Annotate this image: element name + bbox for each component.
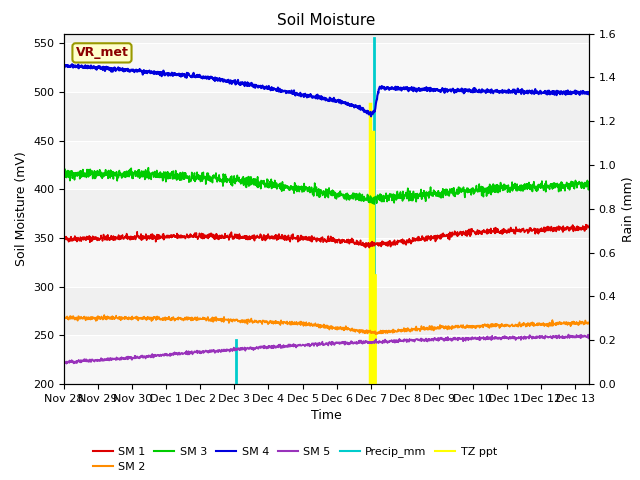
- SM 1: [283, 234, 291, 240]
- SM 3: [585, 184, 593, 190]
- SM 1: [585, 225, 593, 230]
- SM 4: [585, 91, 593, 97]
- SM 4: [303, 93, 311, 99]
- SM 3: [303, 188, 311, 193]
- TZ ppt: [366, 381, 374, 387]
- SM 1: [359, 240, 367, 246]
- SM 4: [122, 66, 130, 72]
- SM 5: [283, 344, 291, 350]
- Legend: SM 1, SM 2, SM 3, SM 4, SM 5, Precip_mm, TZ ppt: SM 1, SM 2, SM 3, SM 4, SM 5, Precip_mm,…: [88, 442, 502, 477]
- SM 5: [122, 354, 130, 360]
- SM 4: [283, 88, 291, 94]
- Line: SM 5: SM 5: [64, 335, 589, 364]
- X-axis label: Time: Time: [311, 409, 342, 422]
- SM 2: [122, 314, 130, 320]
- Line: SM 2: SM 2: [64, 315, 589, 334]
- SM 1: [365, 245, 373, 251]
- SM 3: [100, 171, 108, 177]
- SM 1: [294, 233, 301, 239]
- SM 4: [101, 68, 109, 74]
- SM 3: [371, 201, 378, 207]
- Line: SM 1: SM 1: [64, 225, 589, 248]
- SM 1: [582, 222, 590, 228]
- SM 3: [359, 196, 367, 202]
- SM 1: [60, 235, 68, 241]
- Text: VR_met: VR_met: [76, 47, 129, 60]
- SM 3: [60, 176, 68, 181]
- SM 2: [101, 316, 109, 322]
- SM 4: [294, 92, 301, 97]
- SM 5: [303, 343, 311, 348]
- SM 3: [283, 183, 291, 189]
- Precip_mm: [232, 337, 240, 343]
- SM 2: [303, 322, 311, 328]
- SM 1: [303, 235, 311, 240]
- SM 5: [60, 360, 68, 366]
- Line: SM 3: SM 3: [64, 168, 589, 204]
- SM 2: [359, 327, 367, 333]
- SM 5: [294, 342, 301, 348]
- SM 5: [585, 334, 593, 339]
- SM 2: [60, 314, 68, 320]
- Bar: [64, 336, 589, 384]
- SM 2: [585, 320, 593, 326]
- TZ ppt: [366, 101, 374, 107]
- SM 4: [60, 64, 68, 70]
- SM 5: [359, 339, 367, 345]
- SM 1: [100, 235, 108, 241]
- Y-axis label: Soil Moisture (mV): Soil Moisture (mV): [15, 151, 28, 266]
- SM 3: [294, 186, 301, 192]
- SM 2: [372, 331, 380, 337]
- Precip_mm: [232, 381, 240, 387]
- Y-axis label: Rain (mm): Rain (mm): [622, 176, 635, 241]
- SM 2: [100, 312, 108, 318]
- SM 5: [101, 358, 109, 363]
- SM 3: [145, 165, 152, 170]
- SM 2: [294, 321, 301, 326]
- Bar: [64, 238, 589, 287]
- Bar: [64, 43, 589, 92]
- SM 4: [68, 61, 76, 67]
- SM 3: [122, 172, 130, 178]
- SM 4: [367, 113, 375, 119]
- SM 1: [122, 233, 130, 239]
- Bar: [64, 141, 589, 189]
- Title: Soil Moisture: Soil Moisture: [277, 13, 376, 28]
- Line: SM 4: SM 4: [64, 64, 589, 116]
- SM 5: [564, 332, 572, 337]
- SM 5: [63, 361, 70, 367]
- SM 2: [283, 319, 291, 324]
- SM 4: [359, 107, 367, 113]
